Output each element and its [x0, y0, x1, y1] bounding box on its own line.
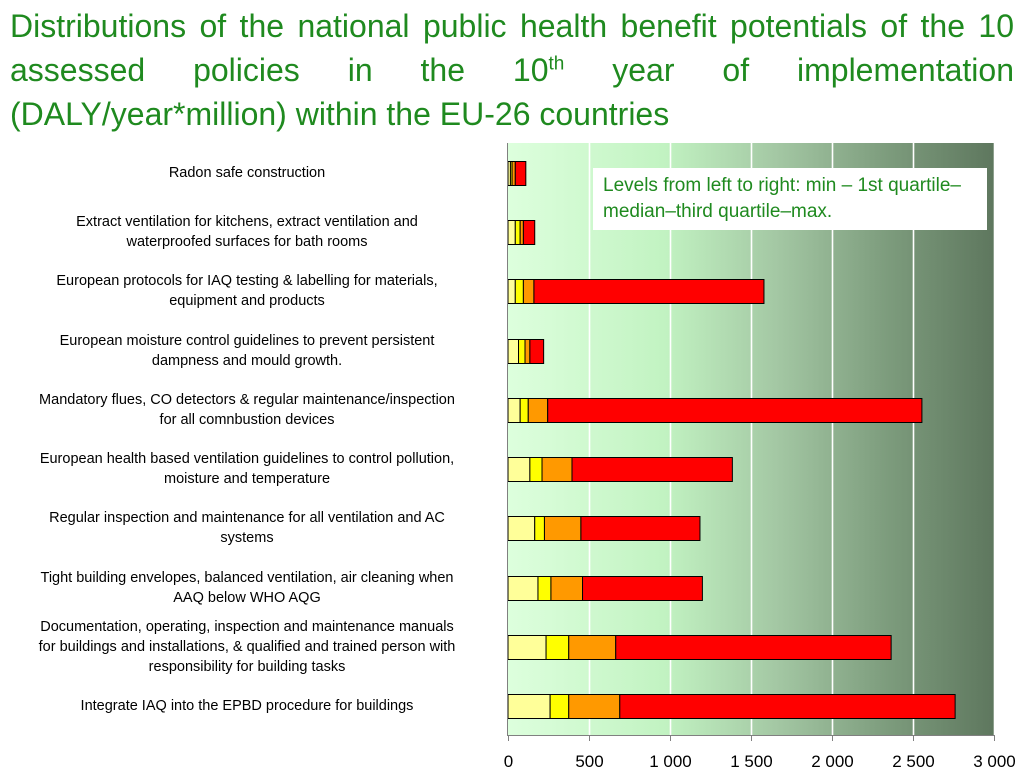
category-label: European health based ventilation guidel… [39, 451, 455, 488]
x-tick-label: 3 000 [973, 752, 1016, 768]
bar-segment-1st-quartile [507, 279, 516, 304]
bar-segment-third-quartile [568, 635, 617, 660]
bar-segment-1st-quartile [507, 635, 547, 660]
bar-segment-1st-quartile [507, 516, 536, 541]
bar-segment-1st-quartile [507, 339, 520, 364]
category-label: European protocols for IAQ testing & lab… [56, 273, 438, 310]
bar-segment-max [615, 635, 892, 660]
bar-segment-1st-quartile [507, 694, 551, 719]
bar-segment-third-quartile [550, 576, 584, 601]
bar-segment-median [545, 635, 570, 660]
category-label: Mandatory flues, CO detectors & regular … [39, 391, 455, 428]
legend-note: Levels from left to right: min – 1st qua… [593, 168, 987, 230]
chart-title: Distributions of the national public hea… [10, 8, 1015, 132]
bar-segment-median [529, 457, 543, 482]
x-tick-label: 0 [504, 752, 513, 768]
bar-segment-median [537, 576, 552, 601]
bars [507, 161, 956, 719]
category-label: Integrate IAQ into the EPBD procedure fo… [80, 698, 414, 715]
bar-segment-third-quartile [541, 457, 573, 482]
bar-segment-third-quartile [522, 279, 535, 304]
bar-segment-max [580, 516, 701, 541]
bar-segment-max [547, 398, 923, 423]
bar-segment-third-quartile [543, 516, 582, 541]
category-label: European moisture control guidelines to … [59, 332, 435, 369]
bar-segment-max [529, 339, 545, 364]
x-tick-label: 2 000 [811, 752, 854, 768]
bar-segment-max [619, 694, 956, 719]
x-tick-label: 2 500 [892, 752, 935, 768]
bar-segment-max [571, 457, 733, 482]
bar-segment-median [514, 220, 521, 245]
bar-segment-max [533, 279, 765, 304]
category-label: Regular inspection and maintenance for a… [49, 510, 445, 547]
bar-segment-median [534, 516, 545, 541]
category-label: Documentation, operating, inspection and… [38, 619, 456, 676]
x-tick-label: 1 500 [730, 752, 773, 768]
bar-segment-median [518, 339, 526, 364]
bar-segment-1st-quartile [507, 398, 521, 423]
category-label: Tight building envelopes, balanced venti… [40, 569, 454, 606]
bar-segment-median [549, 694, 570, 719]
bar-segment-1st-quartile [507, 457, 531, 482]
bar-segment-third-quartile [524, 339, 531, 364]
bar-segment-max [522, 220, 536, 245]
bar-segment-median [519, 398, 529, 423]
bar-segment-max [514, 161, 527, 186]
bar-segment-max [582, 576, 703, 601]
bar-segment-third-quartile [568, 694, 621, 719]
bar-segment-third-quartile [527, 398, 549, 423]
x-tick-label: 500 [575, 752, 603, 768]
bar-segment-1st-quartile [507, 220, 516, 245]
x-axis-ticks: 0 500 1 000 1 500 2 000 2 500 3 000 [504, 735, 1016, 768]
category-label: Extract ventilation for kitchens, extrac… [76, 213, 418, 250]
x-tick-label: 1 000 [649, 752, 692, 768]
bar-segment-1st-quartile [507, 576, 539, 601]
bar-segment-median [514, 279, 524, 304]
category-label: Radon safe construction [168, 164, 326, 181]
